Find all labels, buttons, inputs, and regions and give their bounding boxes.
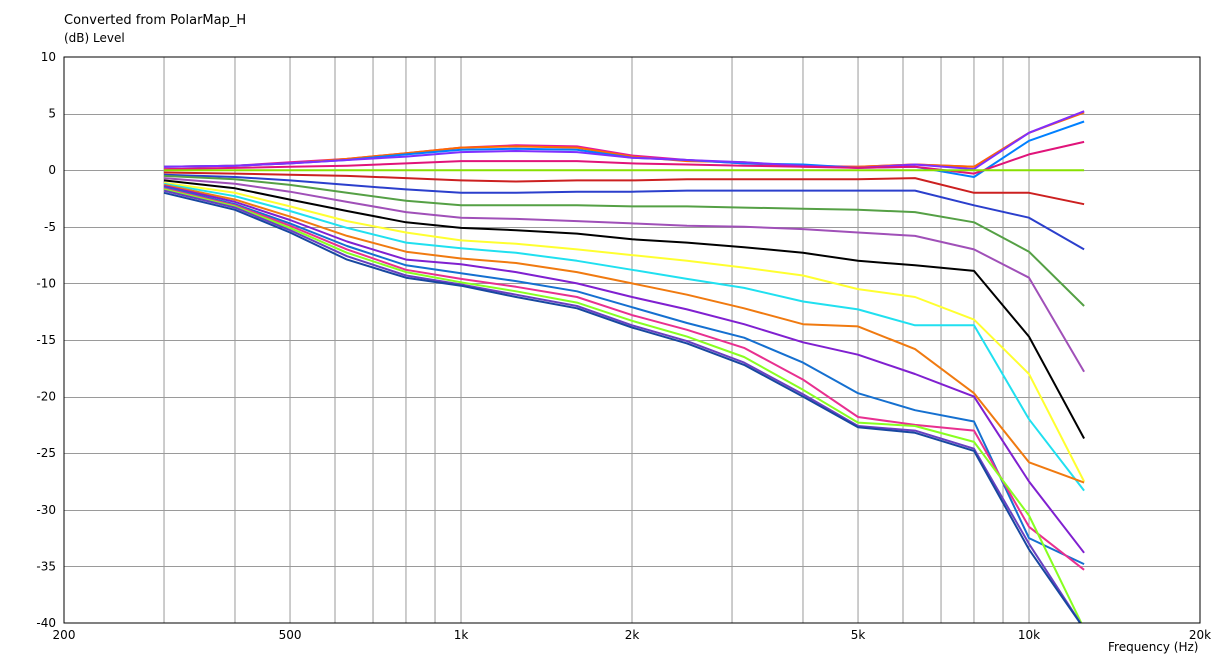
series-line-9 bbox=[163, 174, 1085, 307]
y-tick-label: 5 bbox=[48, 107, 56, 121]
y-axis-label: (dB) Level bbox=[64, 31, 125, 45]
x-tick-label: 2k bbox=[625, 628, 640, 642]
y-tick-label: -5 bbox=[44, 220, 56, 234]
series-line-1 bbox=[163, 110, 1085, 168]
series-line-13 bbox=[163, 182, 1085, 492]
x-tick-label: 200 bbox=[53, 628, 76, 642]
series-line-15 bbox=[163, 185, 1085, 554]
series-line-7 bbox=[163, 171, 1085, 206]
x-tick-label: 20k bbox=[1189, 628, 1211, 642]
series-line-2 bbox=[163, 111, 1085, 168]
x-tick-label: 10k bbox=[1018, 628, 1040, 642]
series-line-10 bbox=[163, 177, 1085, 373]
series-line-12 bbox=[163, 181, 1085, 482]
x-tick-label: 1k bbox=[454, 628, 469, 642]
x-axis-label: Frequency (Hz) bbox=[1108, 640, 1199, 654]
chart-title: Converted from PolarMap_H bbox=[64, 13, 247, 28]
series-line-8 bbox=[163, 173, 1085, 251]
y-tick-label: -40 bbox=[36, 616, 56, 630]
y-tick-label: -25 bbox=[36, 446, 56, 460]
y-tick-label: -30 bbox=[36, 503, 56, 517]
series-line-5 bbox=[163, 140, 1085, 175]
series-layer bbox=[163, 110, 1085, 623]
series-line-19 bbox=[163, 189, 1082, 623]
x-tick-label: 5k bbox=[851, 628, 866, 642]
x-tick-label: 500 bbox=[279, 628, 302, 642]
y-tick-label: -20 bbox=[36, 390, 56, 404]
y-tick-label: -15 bbox=[36, 333, 56, 347]
y-tick-label: -35 bbox=[36, 559, 56, 573]
plot-frame bbox=[63, 56, 1201, 624]
series-line-20 bbox=[163, 191, 1082, 623]
y-tick-label: 0 bbox=[48, 163, 56, 177]
series-line-4 bbox=[163, 110, 1085, 171]
series-line-14 bbox=[163, 183, 1085, 484]
y-tick-label: -10 bbox=[36, 276, 56, 290]
series-line-3 bbox=[163, 120, 1085, 178]
y-tick-label: 10 bbox=[41, 50, 56, 64]
series-line-16 bbox=[163, 186, 1085, 566]
series-line-11 bbox=[163, 179, 1085, 439]
series-line-18 bbox=[163, 188, 1083, 623]
series-line-17 bbox=[163, 187, 1085, 571]
